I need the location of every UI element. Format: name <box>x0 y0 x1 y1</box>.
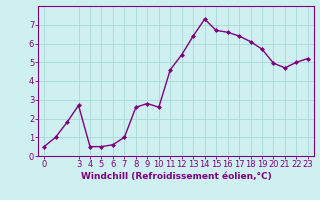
X-axis label: Windchill (Refroidissement éolien,°C): Windchill (Refroidissement éolien,°C) <box>81 172 271 181</box>
